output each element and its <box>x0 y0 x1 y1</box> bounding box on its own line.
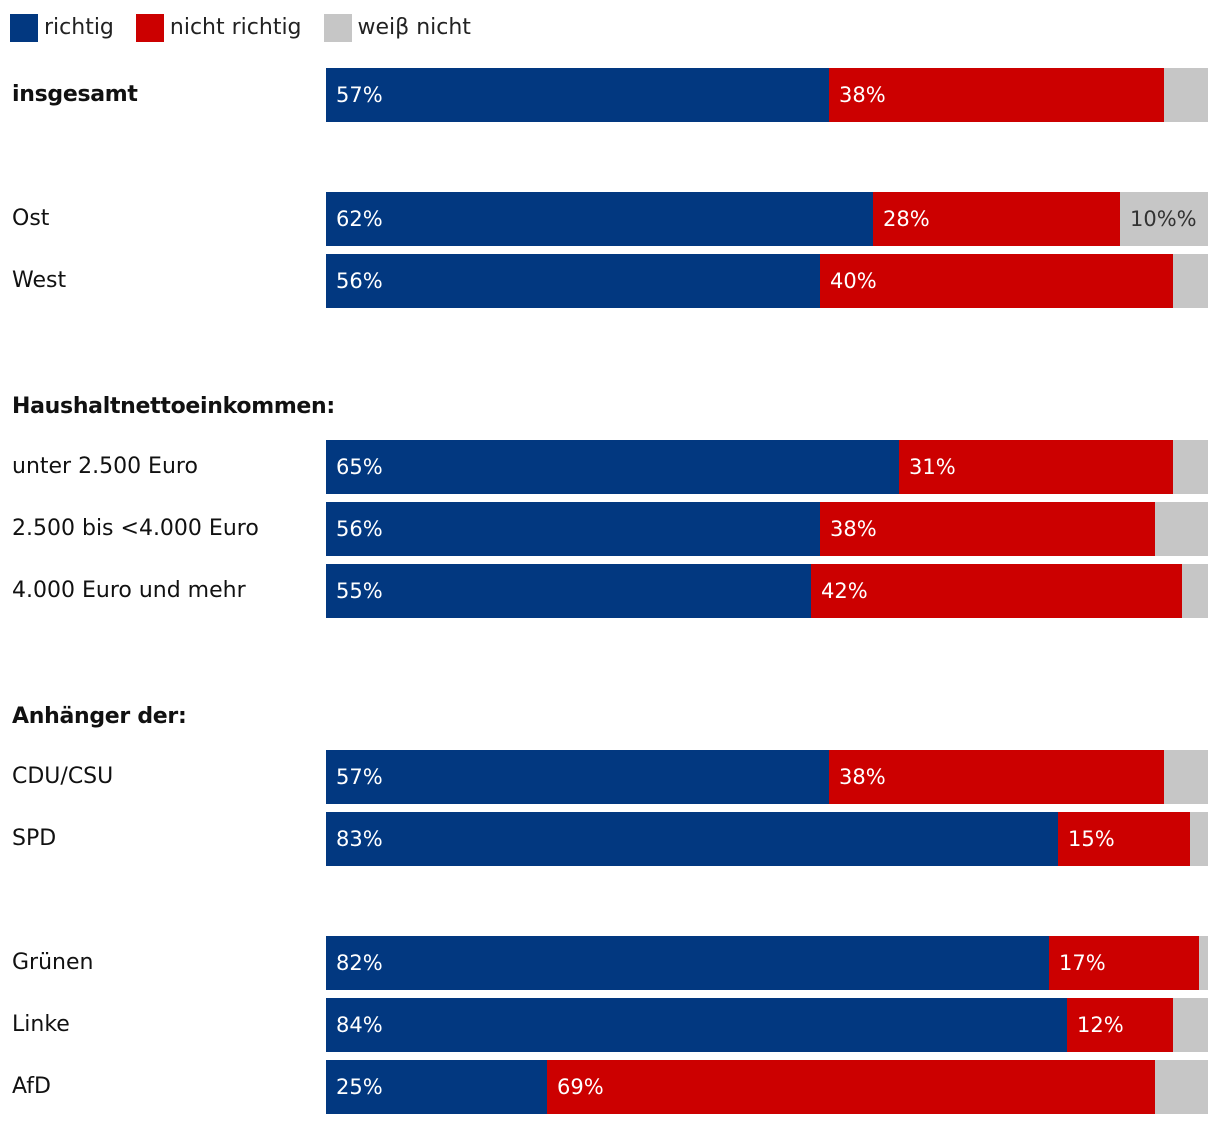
section-heading-einkommen: Haushaltnettoeinkommen: <box>12 394 335 419</box>
bar-segment-weiss-nicht <box>1182 564 1208 618</box>
bar-segment-nicht-richtig <box>873 192 1120 246</box>
bar-value-label: 10%% <box>1130 207 1197 231</box>
legend-swatch-richtig <box>10 14 38 42</box>
row-label: unter 2.500 Euro <box>12 454 198 479</box>
bar-value-label: 31% <box>909 455 956 479</box>
bar-segment-nicht-richtig <box>820 254 1173 308</box>
bar-segment-richtig <box>326 68 829 122</box>
bar-value-label: 38% <box>839 765 886 789</box>
bar-segment-nicht-richtig <box>1067 998 1173 1052</box>
bar-segment-nicht-richtig <box>829 750 1164 804</box>
bar-value-label: 56% <box>336 517 383 541</box>
bar-segment-nicht-richtig <box>820 502 1155 556</box>
row-label: 2.500 bis <4.000 Euro <box>12 516 259 541</box>
bar-value-label: 65% <box>336 455 383 479</box>
bar-value-label: 83% <box>336 827 383 851</box>
bar-value-label: 57% <box>336 83 383 107</box>
legend-swatch-nicht-richtig <box>135 14 164 42</box>
bar-value-label: 12% <box>1077 1013 1124 1037</box>
bar-segment-richtig <box>326 812 1058 866</box>
bar-segment-weiss-nicht <box>1173 440 1208 494</box>
row-label: CDU/CSU <box>12 764 114 789</box>
bar-value-label: 62% <box>336 207 383 231</box>
bar-value-label: 82% <box>336 951 383 975</box>
bar-value-label: 84% <box>336 1013 383 1037</box>
bar-segment-richtig <box>326 440 899 494</box>
bar-value-label: 15% <box>1068 827 1115 851</box>
bar-segment-nicht-richtig <box>1058 812 1190 866</box>
stacked-bar: 83% 15% <box>326 812 1208 866</box>
stacked-bar: 65% 31% <box>326 440 1208 494</box>
bar-value-label: 28% <box>883 207 930 231</box>
bar-segment-richtig <box>326 750 829 804</box>
bar-segment-weiss-nicht <box>1164 68 1208 122</box>
bar-segment-nicht-richtig <box>829 68 1164 122</box>
bar-segment-richtig <box>326 564 811 618</box>
stacked-bar: 84% 12% <box>326 998 1208 1052</box>
bar-value-label: 25% <box>336 1075 383 1099</box>
bar-value-label: 55% <box>336 579 383 603</box>
legend-item-weiss-nicht: weiβ nicht <box>323 14 471 42</box>
legend-label-nicht-richtig: nicht richtig <box>169 15 302 40</box>
bar-segment-weiss-nicht <box>1155 1060 1208 1114</box>
bar-segment-richtig <box>326 998 1067 1052</box>
bar-value-label: 17% <box>1059 951 1106 975</box>
bar-segment-richtig <box>326 502 820 556</box>
legend-item-richtig: richtig <box>10 14 114 42</box>
row-label: 4.000 Euro und mehr <box>12 578 246 603</box>
bar-value-label: 69% <box>557 1075 604 1099</box>
stacked-bar: 57% 38% <box>326 68 1208 122</box>
bar-segment-weiss-nicht <box>1173 254 1208 308</box>
stacked-bar: 55% 42% <box>326 564 1208 618</box>
bar-segment-weiss-nicht <box>1164 750 1208 804</box>
bar-segment-nicht-richtig <box>547 1060 1155 1114</box>
stacked-bar: 25% 69% <box>326 1060 1208 1114</box>
row-label: Ost <box>12 206 50 231</box>
bar-value-label: 38% <box>839 83 886 107</box>
stacked-bar: 62% 28% 10%% <box>326 192 1208 246</box>
legend-item-nicht-richtig: nicht richtig <box>135 14 302 42</box>
row-label: West <box>12 268 67 293</box>
chart-legend: richtig nicht richtig weiβ nicht <box>10 13 493 43</box>
bar-segment-nicht-richtig <box>1049 936 1199 990</box>
bar-segment-weiss-nicht <box>1199 936 1208 990</box>
row-label: SPD <box>12 826 57 851</box>
row-label: Linke <box>12 1012 70 1037</box>
legend-swatch-weiss-nicht <box>323 14 352 42</box>
bar-segment-nicht-richtig <box>899 440 1173 494</box>
bar-segment-richtig <box>326 936 1049 990</box>
stacked-bar: 56% 40% <box>326 254 1208 308</box>
bar-value-label: 38% <box>830 517 877 541</box>
legend-label-richtig: richtig <box>44 15 114 40</box>
bar-segment-richtig <box>326 192 873 246</box>
row-label: AfD <box>12 1074 51 1099</box>
bar-segment-weiss-nicht <box>1120 192 1208 246</box>
stacked-bar: 82% 17% <box>326 936 1208 990</box>
bar-value-label: 56% <box>336 269 383 293</box>
bar-value-label: 40% <box>830 269 877 293</box>
section-heading-anhaenger: Anhänger der: <box>12 704 187 729</box>
legend-label-weiss-nicht: weiβ nicht <box>357 15 471 40</box>
bar-segment-richtig <box>326 1060 547 1114</box>
bar-segment-nicht-richtig <box>811 564 1182 618</box>
bar-value-label: 57% <box>336 765 383 789</box>
bar-segment-weiss-nicht <box>1155 502 1208 556</box>
bar-segment-richtig <box>326 254 820 308</box>
stacked-bar: 57% 38% <box>326 750 1208 804</box>
stacked-bar: 56% 38% <box>326 502 1208 556</box>
bar-segment-weiss-nicht <box>1173 998 1208 1052</box>
row-label: Grünen <box>12 950 94 975</box>
bar-value-label: 42% <box>821 579 868 603</box>
bar-segment-weiss-nicht <box>1190 812 1208 866</box>
row-label: insgesamt <box>12 82 138 107</box>
